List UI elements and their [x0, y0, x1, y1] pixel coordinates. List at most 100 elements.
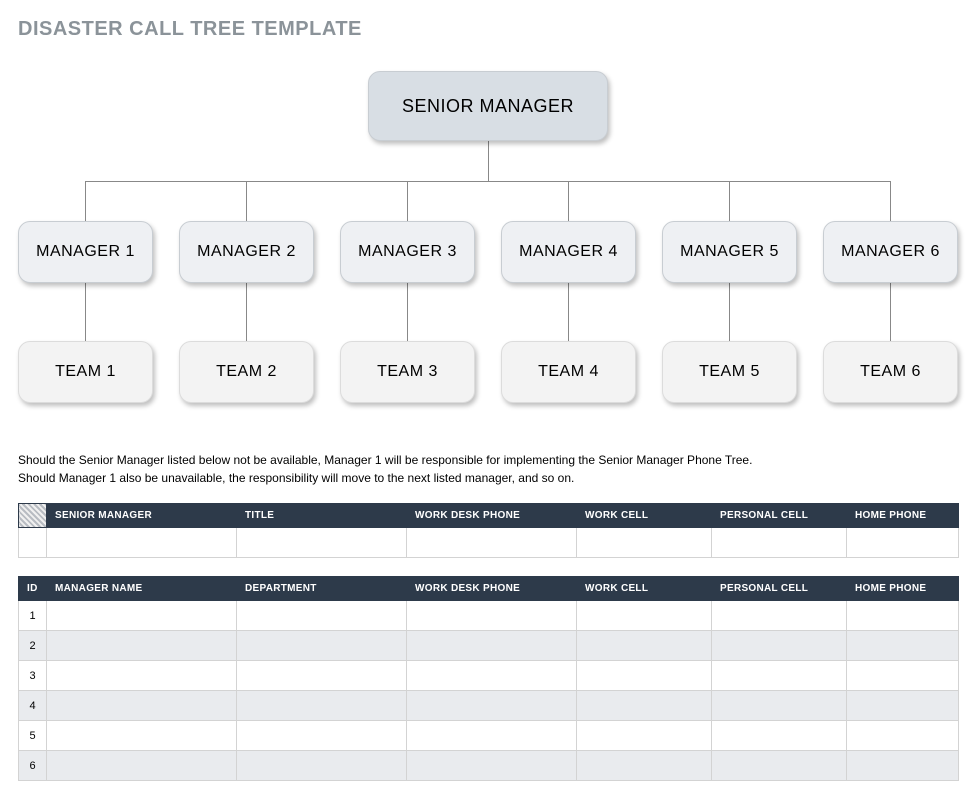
cell[interactable] [407, 528, 577, 558]
cell[interactable] [47, 528, 237, 558]
col-work-desk: WORK DESK PHONE [407, 577, 577, 601]
id-cell: 6 [19, 751, 47, 781]
node-team-1: TEAM 1 [18, 341, 153, 403]
table-row: 1 [19, 601, 959, 631]
cell[interactable] [577, 751, 712, 781]
hatched-corner-cell [19, 504, 47, 528]
node-manager-6: MANAGER 6 [823, 221, 958, 283]
table-header-row: ID MANAGER NAME DEPARTMENT WORK DESK PHO… [19, 577, 959, 601]
connector [246, 181, 247, 221]
node-team-3: TEAM 3 [340, 341, 475, 403]
senior-manager-table: SENIOR MANAGER TITLE WORK DESK PHONE WOR… [18, 503, 959, 558]
connector [729, 181, 730, 221]
cell[interactable] [407, 601, 577, 631]
connector [85, 283, 86, 341]
manager-table: ID MANAGER NAME DEPARTMENT WORK DESK PHO… [18, 576, 959, 781]
connector [407, 283, 408, 341]
cell[interactable] [577, 601, 712, 631]
cell[interactable] [237, 691, 407, 721]
cell[interactable] [47, 751, 237, 781]
table-row: 5 [19, 721, 959, 751]
page-title: DISASTER CALL TREE TEMPLATE [18, 18, 961, 41]
node-team-5: TEAM 5 [662, 341, 797, 403]
id-cell: 5 [19, 721, 47, 751]
cell[interactable] [712, 528, 847, 558]
cell[interactable] [847, 751, 959, 781]
col-home-phone: HOME PHONE [847, 577, 959, 601]
cell[interactable] [712, 691, 847, 721]
cell[interactable] [847, 631, 959, 661]
connector [246, 283, 247, 341]
col-home-phone: HOME PHONE [847, 504, 959, 528]
table-row: 3 [19, 661, 959, 691]
cell[interactable] [407, 691, 577, 721]
connector [407, 181, 408, 221]
cell[interactable] [847, 661, 959, 691]
cell[interactable] [407, 751, 577, 781]
cell[interactable] [847, 691, 959, 721]
cell[interactable] [577, 631, 712, 661]
cell[interactable] [847, 528, 959, 558]
node-senior-manager: SENIOR MANAGER [368, 71, 608, 141]
col-title: TITLE [237, 504, 407, 528]
cell[interactable] [847, 721, 959, 751]
connector [890, 283, 891, 341]
cell[interactable] [237, 661, 407, 691]
cell[interactable] [712, 661, 847, 691]
cell[interactable] [407, 661, 577, 691]
node-team-2: TEAM 2 [179, 341, 314, 403]
cell[interactable] [47, 691, 237, 721]
connector [488, 141, 489, 181]
connector [85, 181, 86, 221]
cell[interactable] [712, 601, 847, 631]
instructions-text: Should the Senior Manager listed below n… [18, 451, 961, 487]
id-cell: 4 [19, 691, 47, 721]
cell[interactable] [577, 661, 712, 691]
id-cell: 2 [19, 631, 47, 661]
col-personal-cell: PERSONAL CELL [712, 577, 847, 601]
table-row: 4 [19, 691, 959, 721]
cell[interactable] [47, 721, 237, 751]
cell[interactable] [237, 528, 407, 558]
cell[interactable] [847, 601, 959, 631]
cell[interactable] [577, 691, 712, 721]
id-cell: 1 [19, 601, 47, 631]
node-manager-4: MANAGER 4 [501, 221, 636, 283]
col-work-cell: WORK CELL [577, 504, 712, 528]
cell[interactable] [47, 601, 237, 631]
cell[interactable] [237, 721, 407, 751]
cell[interactable] [407, 721, 577, 751]
table-header-row: SENIOR MANAGER TITLE WORK DESK PHONE WOR… [19, 504, 959, 528]
connector [568, 283, 569, 341]
cell[interactable] [237, 601, 407, 631]
col-department: DEPARTMENT [237, 577, 407, 601]
node-manager-5: MANAGER 5 [662, 221, 797, 283]
col-work-cell: WORK CELL [577, 577, 712, 601]
cell[interactable] [712, 721, 847, 751]
table-row [19, 528, 959, 558]
node-manager-1: MANAGER 1 [18, 221, 153, 283]
cell[interactable] [577, 528, 712, 558]
connector [85, 181, 891, 182]
node-team-4: TEAM 4 [501, 341, 636, 403]
cell[interactable] [237, 631, 407, 661]
cell[interactable] [577, 721, 712, 751]
table-row: 6 [19, 751, 959, 781]
node-team-6: TEAM 6 [823, 341, 958, 403]
cell[interactable] [712, 751, 847, 781]
col-personal-cell: PERSONAL CELL [712, 504, 847, 528]
cell[interactable] [712, 631, 847, 661]
node-manager-3: MANAGER 3 [340, 221, 475, 283]
cell[interactable] [47, 661, 237, 691]
connector [890, 181, 891, 221]
cell[interactable] [237, 751, 407, 781]
col-manager-name: MANAGER NAME [47, 577, 237, 601]
id-cell: 3 [19, 661, 47, 691]
col-work-desk: WORK DESK PHONE [407, 504, 577, 528]
cell[interactable] [407, 631, 577, 661]
call-tree-diagram: SENIOR MANAGER MANAGER 1 MANAGER 2 MANAG… [18, 71, 958, 411]
node-manager-2: MANAGER 2 [179, 221, 314, 283]
hatched-row-cell [19, 528, 47, 558]
cell[interactable] [47, 631, 237, 661]
instructions-line-2: Should Manager 1 also be unavailable, th… [18, 469, 961, 487]
